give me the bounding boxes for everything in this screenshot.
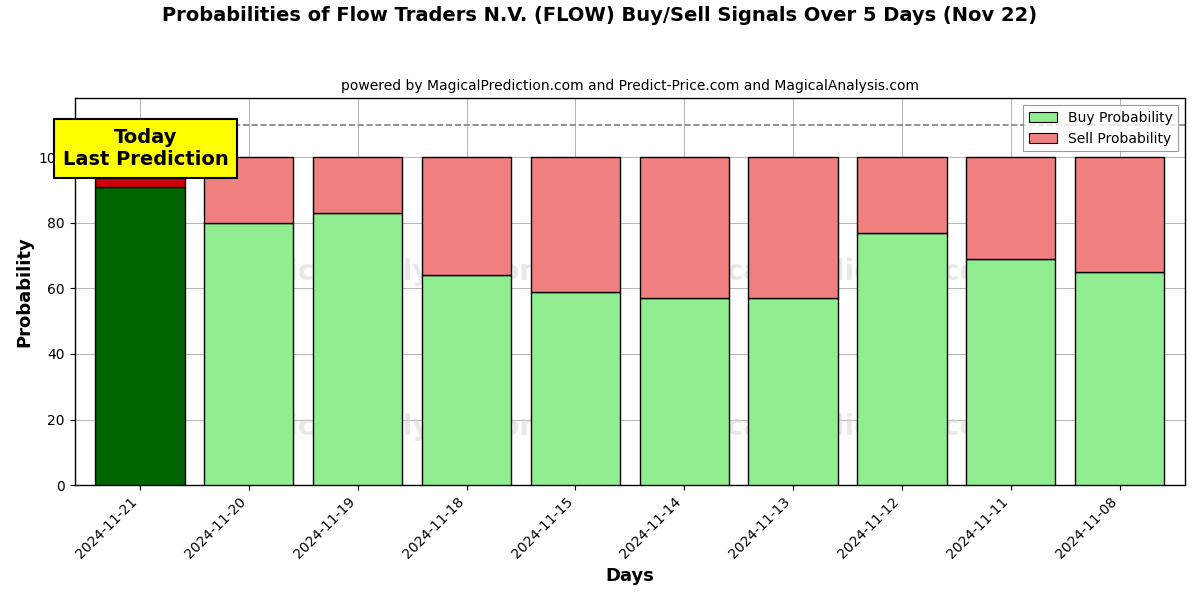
Bar	[422, 275, 511, 485]
Y-axis label: Probability: Probability	[16, 236, 34, 347]
Bar	[966, 259, 1056, 485]
Text: MagicalAnalysis.com: MagicalAnalysis.com	[222, 413, 548, 441]
Bar	[1075, 157, 1164, 272]
Bar	[95, 187, 185, 485]
Text: MagicalPrediction.com: MagicalPrediction.com	[652, 259, 1008, 286]
X-axis label: Days: Days	[605, 567, 654, 585]
Title: powered by MagicalPrediction.com and Predict-Price.com and MagicalAnalysis.com: powered by MagicalPrediction.com and Pre…	[341, 79, 919, 93]
Bar	[204, 157, 294, 223]
Bar	[966, 157, 1056, 259]
Bar	[95, 157, 185, 187]
Bar	[313, 157, 402, 213]
Bar	[640, 157, 728, 298]
Legend: Buy Probability, Sell Probability: Buy Probability, Sell Probability	[1024, 105, 1178, 151]
Bar	[749, 298, 838, 485]
Bar	[530, 292, 620, 485]
Bar	[857, 233, 947, 485]
Bar	[204, 223, 294, 485]
Bar	[313, 213, 402, 485]
Text: MagicalAnalysis.com: MagicalAnalysis.com	[222, 259, 548, 286]
Bar	[749, 157, 838, 298]
Text: MagicalPrediction.com: MagicalPrediction.com	[652, 413, 1008, 441]
Bar	[530, 157, 620, 292]
Bar	[640, 298, 728, 485]
Text: Probabilities of Flow Traders N.V. (FLOW) Buy/Sell Signals Over 5 Days (Nov 22): Probabilities of Flow Traders N.V. (FLOW…	[162, 6, 1038, 25]
Text: Today
Last Prediction: Today Last Prediction	[62, 128, 228, 169]
Bar	[422, 157, 511, 275]
Bar	[1075, 272, 1164, 485]
Bar	[857, 157, 947, 233]
